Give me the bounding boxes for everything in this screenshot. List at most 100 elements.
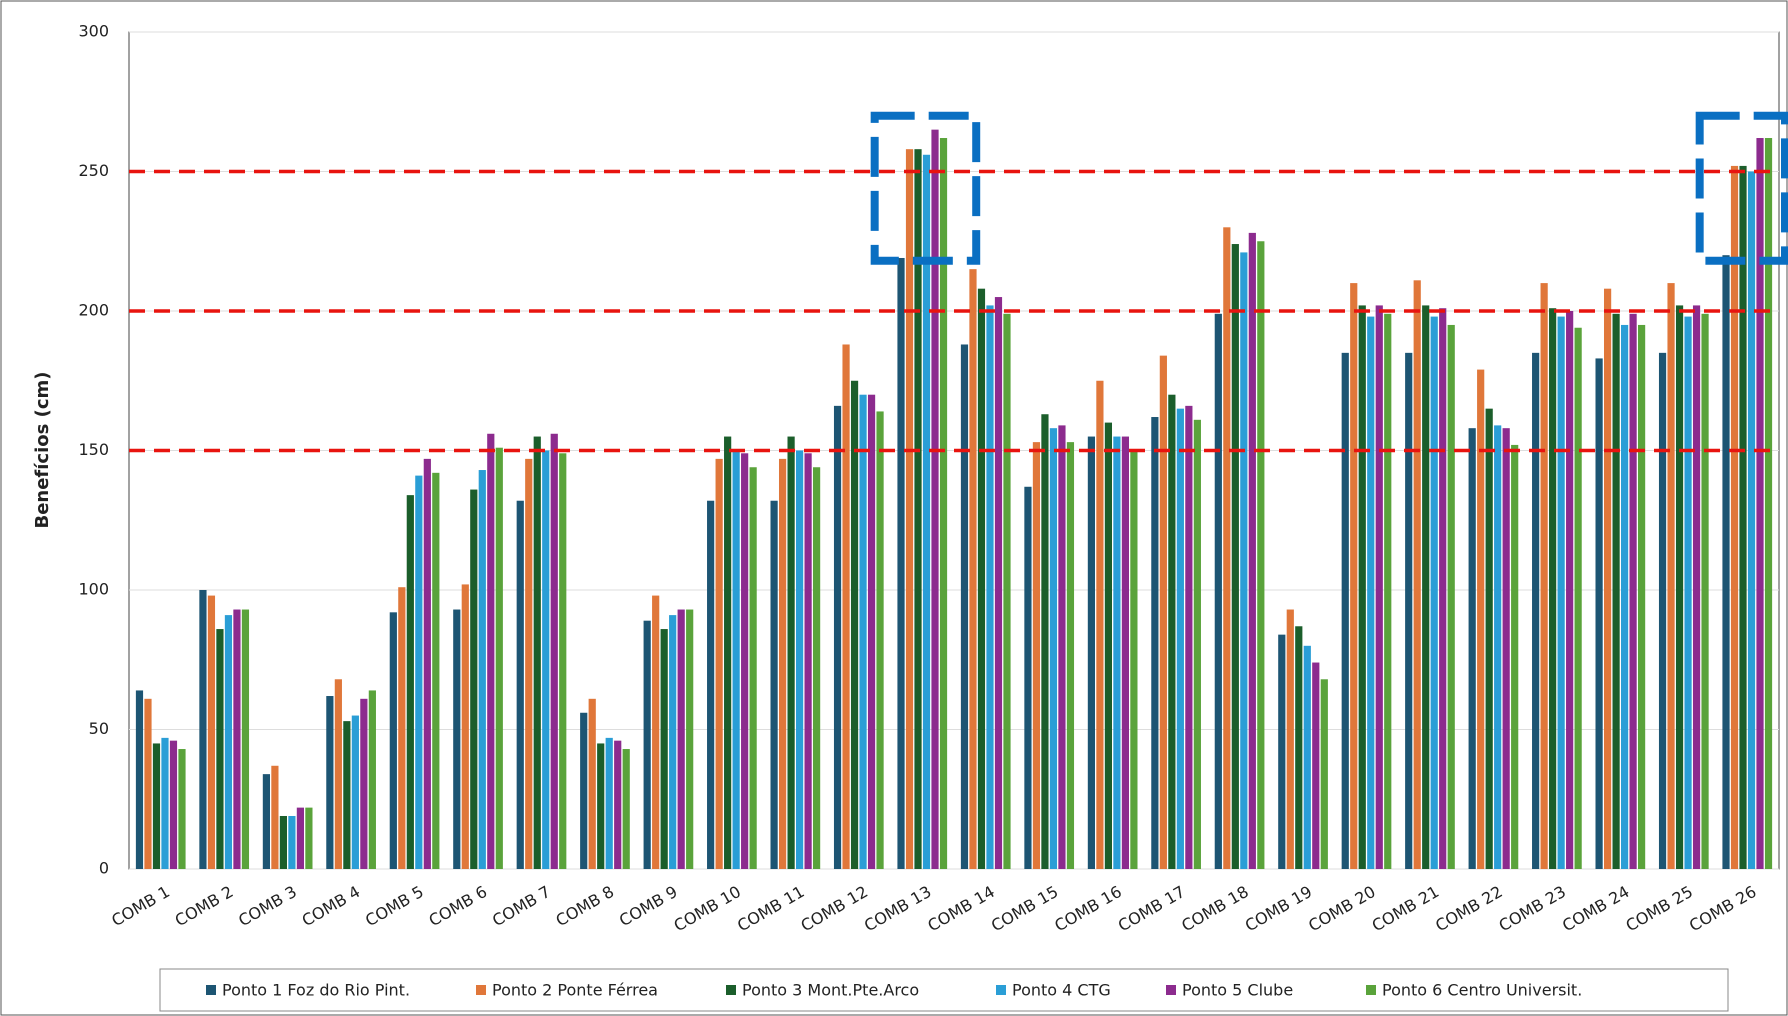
x-tick-label: COMB 17 <box>1115 882 1189 935</box>
legend-label: Ponto 2 Ponte Férrea <box>492 981 658 1000</box>
bar <box>1667 283 1675 870</box>
bar <box>1096 380 1104 869</box>
bar <box>271 765 279 869</box>
bar <box>1278 634 1286 869</box>
legend-swatch <box>476 985 486 995</box>
x-tick-label: COMB 2 <box>172 882 237 930</box>
bar <box>1658 352 1667 870</box>
bar <box>1032 442 1041 869</box>
bar <box>1104 422 1113 869</box>
x-tick-label: COMB 11 <box>734 882 808 935</box>
bar <box>1320 679 1328 869</box>
bar <box>161 737 169 869</box>
bar <box>778 458 787 869</box>
bar <box>1240 252 1248 869</box>
bar <box>859 394 867 869</box>
bar <box>1193 419 1201 869</box>
bar <box>199 590 207 869</box>
legend-label: Ponto 4 CTG <box>1012 981 1111 1000</box>
bar <box>461 584 469 869</box>
bar <box>707 500 715 869</box>
bar <box>1350 283 1358 870</box>
bar <box>994 297 1003 869</box>
bar <box>550 433 558 869</box>
bar <box>144 698 152 869</box>
bar <box>1176 408 1184 869</box>
bar <box>939 138 948 869</box>
bar <box>516 500 524 869</box>
bar <box>1620 324 1629 869</box>
bar <box>1159 355 1167 869</box>
bar <box>1756 138 1764 869</box>
legend-box <box>159 968 1729 1012</box>
bar <box>1637 324 1646 869</box>
bar <box>233 609 241 869</box>
x-tick-label: COMB 22 <box>1432 882 1506 935</box>
bar <box>1739 165 1747 870</box>
bar <box>262 774 271 869</box>
bar <box>1430 316 1438 870</box>
legend-swatch <box>726 985 736 995</box>
bar <box>580 712 588 869</box>
y-tick-label: 200 <box>78 301 109 320</box>
bar <box>931 129 939 869</box>
x-tick-label: COMB 7 <box>489 882 554 930</box>
bar <box>1231 244 1239 870</box>
legend-label: Ponto 5 Clube <box>1182 981 1293 1000</box>
legend-swatch <box>1366 985 1376 995</box>
bar <box>977 288 986 869</box>
x-tick-label: COMB 25 <box>1622 882 1696 935</box>
bar <box>1747 171 1756 869</box>
y-tick-label: 250 <box>78 161 109 180</box>
bar <box>1295 626 1303 869</box>
bar <box>660 629 668 869</box>
bar <box>833 405 842 869</box>
y-tick-label: 0 <box>99 859 109 878</box>
bar <box>986 305 994 869</box>
bar <box>406 495 414 869</box>
bar <box>850 380 859 869</box>
bar <box>1511 444 1519 869</box>
bar <box>398 587 406 869</box>
bar <box>1151 417 1159 869</box>
bar <box>787 436 795 869</box>
bar <box>1358 305 1366 869</box>
bar <box>152 743 161 869</box>
bar <box>897 257 905 869</box>
bar <box>368 690 376 869</box>
bar <box>453 609 461 869</box>
bar <box>1121 436 1130 869</box>
bar <box>905 149 914 869</box>
legend-label: Ponto 1 Foz do Rio Pint. <box>222 981 410 1000</box>
legend-label: Ponto 3 Mont.Pte.Arco <box>742 981 919 1000</box>
bar <box>279 815 288 869</box>
bar <box>588 698 596 869</box>
legend-swatch <box>996 985 1006 995</box>
x-tick-label: COMB 15 <box>988 882 1062 935</box>
bar <box>804 453 812 869</box>
legend-swatch <box>206 985 216 995</box>
bar <box>559 453 567 869</box>
bar <box>1130 450 1138 869</box>
bar <box>914 149 922 869</box>
bar <box>432 472 440 869</box>
bar <box>1485 408 1493 869</box>
x-tick-label: COMB 19 <box>1242 882 1316 935</box>
x-tick-label: COMB 3 <box>235 882 300 930</box>
y-axis-title: Benefícios (cm) <box>32 371 53 528</box>
bar <box>652 595 660 869</box>
bar <box>669 615 677 869</box>
bar <box>686 609 694 869</box>
bar <box>1257 241 1265 869</box>
y-tick-label: 150 <box>78 440 109 459</box>
bar <box>1041 414 1049 869</box>
x-tick-label: COMB 18 <box>1178 882 1252 935</box>
bar <box>1058 425 1066 869</box>
bar <box>1303 645 1311 869</box>
bar <box>1113 436 1121 869</box>
bar <box>715 458 723 869</box>
bar <box>326 696 334 869</box>
bar <box>487 433 495 869</box>
